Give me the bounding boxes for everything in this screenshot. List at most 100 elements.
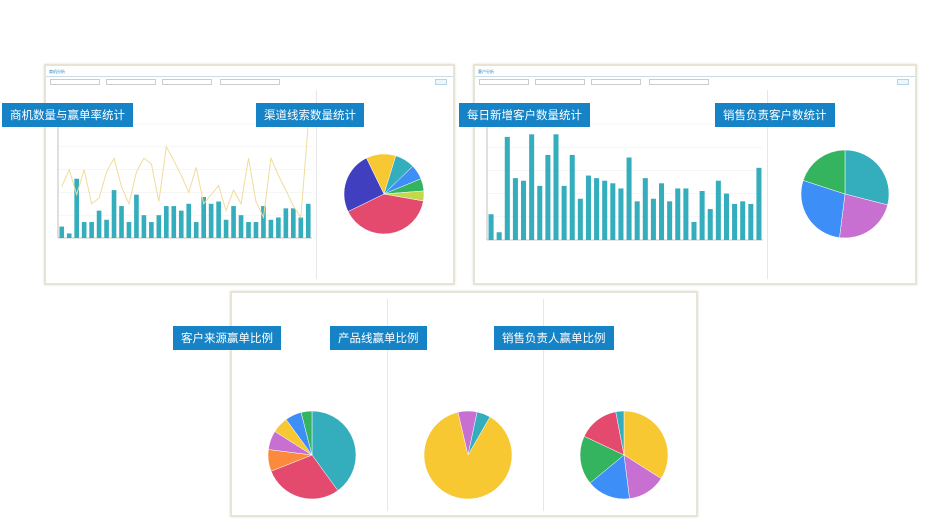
- bar: [732, 203, 738, 240]
- bar: [707, 209, 713, 240]
- date-end-input[interactable]: [535, 79, 585, 85]
- bar: [164, 206, 169, 238]
- divider: [767, 90, 768, 279]
- divider: [387, 299, 388, 511]
- owner-select[interactable]: [220, 79, 280, 85]
- pie-slice: [615, 410, 625, 456]
- bar: [119, 206, 124, 238]
- bar: [156, 215, 162, 238]
- bar: [634, 201, 640, 240]
- series-line: [61, 123, 309, 220]
- pie-slice: [579, 435, 625, 484]
- bar: [74, 178, 79, 238]
- source-win-pie-chart: [267, 410, 357, 500]
- bar: [141, 215, 147, 238]
- tab-opportunity[interactable]: 商机分析: [49, 69, 65, 74]
- sales-customer-count-title: 销售负责客户数统计: [715, 103, 835, 127]
- bar: [231, 206, 236, 238]
- bar: [126, 222, 132, 238]
- date-range-input[interactable]: [591, 79, 641, 85]
- bar: [642, 178, 648, 240]
- bar: [602, 180, 608, 240]
- date-start-input[interactable]: [50, 79, 100, 85]
- bar: [276, 217, 281, 238]
- pie-slice: [300, 410, 313, 456]
- pie-slice: [343, 157, 385, 212]
- bar: [496, 232, 502, 240]
- product-win-pie-chart: [423, 410, 513, 500]
- bar: [740, 201, 746, 240]
- bar: [305, 203, 311, 238]
- bar: [521, 180, 527, 240]
- tab-underline: [475, 76, 915, 77]
- bar: [253, 222, 259, 238]
- bar: [626, 157, 632, 240]
- bar: [89, 222, 94, 238]
- sales-owner-win-title: 销售负责人赢单比例: [494, 326, 614, 350]
- bar: [699, 191, 705, 240]
- date-end-input[interactable]: [106, 79, 156, 85]
- bar: [238, 215, 244, 238]
- source-win-title: 客户来源赢单比例: [173, 326, 281, 350]
- bar: [650, 198, 656, 240]
- bar: [618, 188, 624, 240]
- bar: [512, 178, 518, 240]
- bar: [715, 180, 721, 240]
- customer-analysis-panel: 客户分析: [473, 64, 917, 285]
- bar: [223, 219, 229, 238]
- sales-owner-win-pie-chart: [579, 410, 669, 500]
- divider: [316, 90, 317, 279]
- tab-customer[interactable]: 客户分析: [478, 69, 494, 74]
- bar: [683, 188, 689, 240]
- filter-bar: [50, 79, 449, 86]
- date-range-input[interactable]: [162, 79, 212, 85]
- bar: [577, 198, 583, 240]
- date-start-input[interactable]: [479, 79, 529, 85]
- opportunity-count-title: 商机数量与赢单率统计: [2, 103, 133, 127]
- divider: [543, 299, 544, 511]
- pie-slice: [383, 190, 425, 202]
- bar: [59, 226, 65, 238]
- channel-lead-title: 渠道线索数量统计: [256, 103, 364, 127]
- bar: [561, 185, 567, 240]
- opportunity-bar-line-chart: [57, 123, 312, 239]
- bar: [545, 154, 551, 240]
- opportunity-analysis-panel: 商机分析: [44, 64, 455, 285]
- bar: [553, 134, 559, 240]
- bar: [66, 233, 72, 238]
- bar: [246, 222, 251, 238]
- bar: [149, 222, 154, 238]
- pie-slice: [423, 411, 513, 500]
- pie-slice: [270, 454, 339, 500]
- bar: [178, 210, 184, 238]
- bar: [659, 183, 665, 240]
- bar: [134, 194, 139, 238]
- bar: [261, 206, 266, 238]
- bar: [186, 203, 192, 238]
- pie-slice: [844, 149, 890, 206]
- bar: [537, 185, 543, 240]
- bar: [610, 183, 616, 240]
- bar: [298, 217, 304, 238]
- bar: [216, 201, 221, 238]
- bar: [111, 190, 117, 238]
- tab-underline: [46, 76, 453, 77]
- query-button[interactable]: [897, 79, 909, 85]
- bar: [667, 201, 673, 240]
- pie-slice: [467, 411, 491, 456]
- sales-owner-customer-pie-chart: [800, 149, 890, 239]
- owner-select[interactable]: [649, 79, 709, 85]
- bar: [81, 222, 87, 238]
- pie-slice: [311, 410, 357, 491]
- channel-lead-pie-chart: [343, 153, 425, 235]
- bar: [488, 214, 494, 240]
- pie-slice: [800, 180, 846, 238]
- bar: [291, 208, 296, 238]
- bar: [171, 206, 177, 238]
- bar: [691, 221, 697, 240]
- bar: [96, 210, 102, 238]
- filter-bar: [479, 79, 911, 86]
- pie-slice: [347, 193, 424, 235]
- bar: [504, 136, 510, 240]
- query-button[interactable]: [435, 79, 447, 85]
